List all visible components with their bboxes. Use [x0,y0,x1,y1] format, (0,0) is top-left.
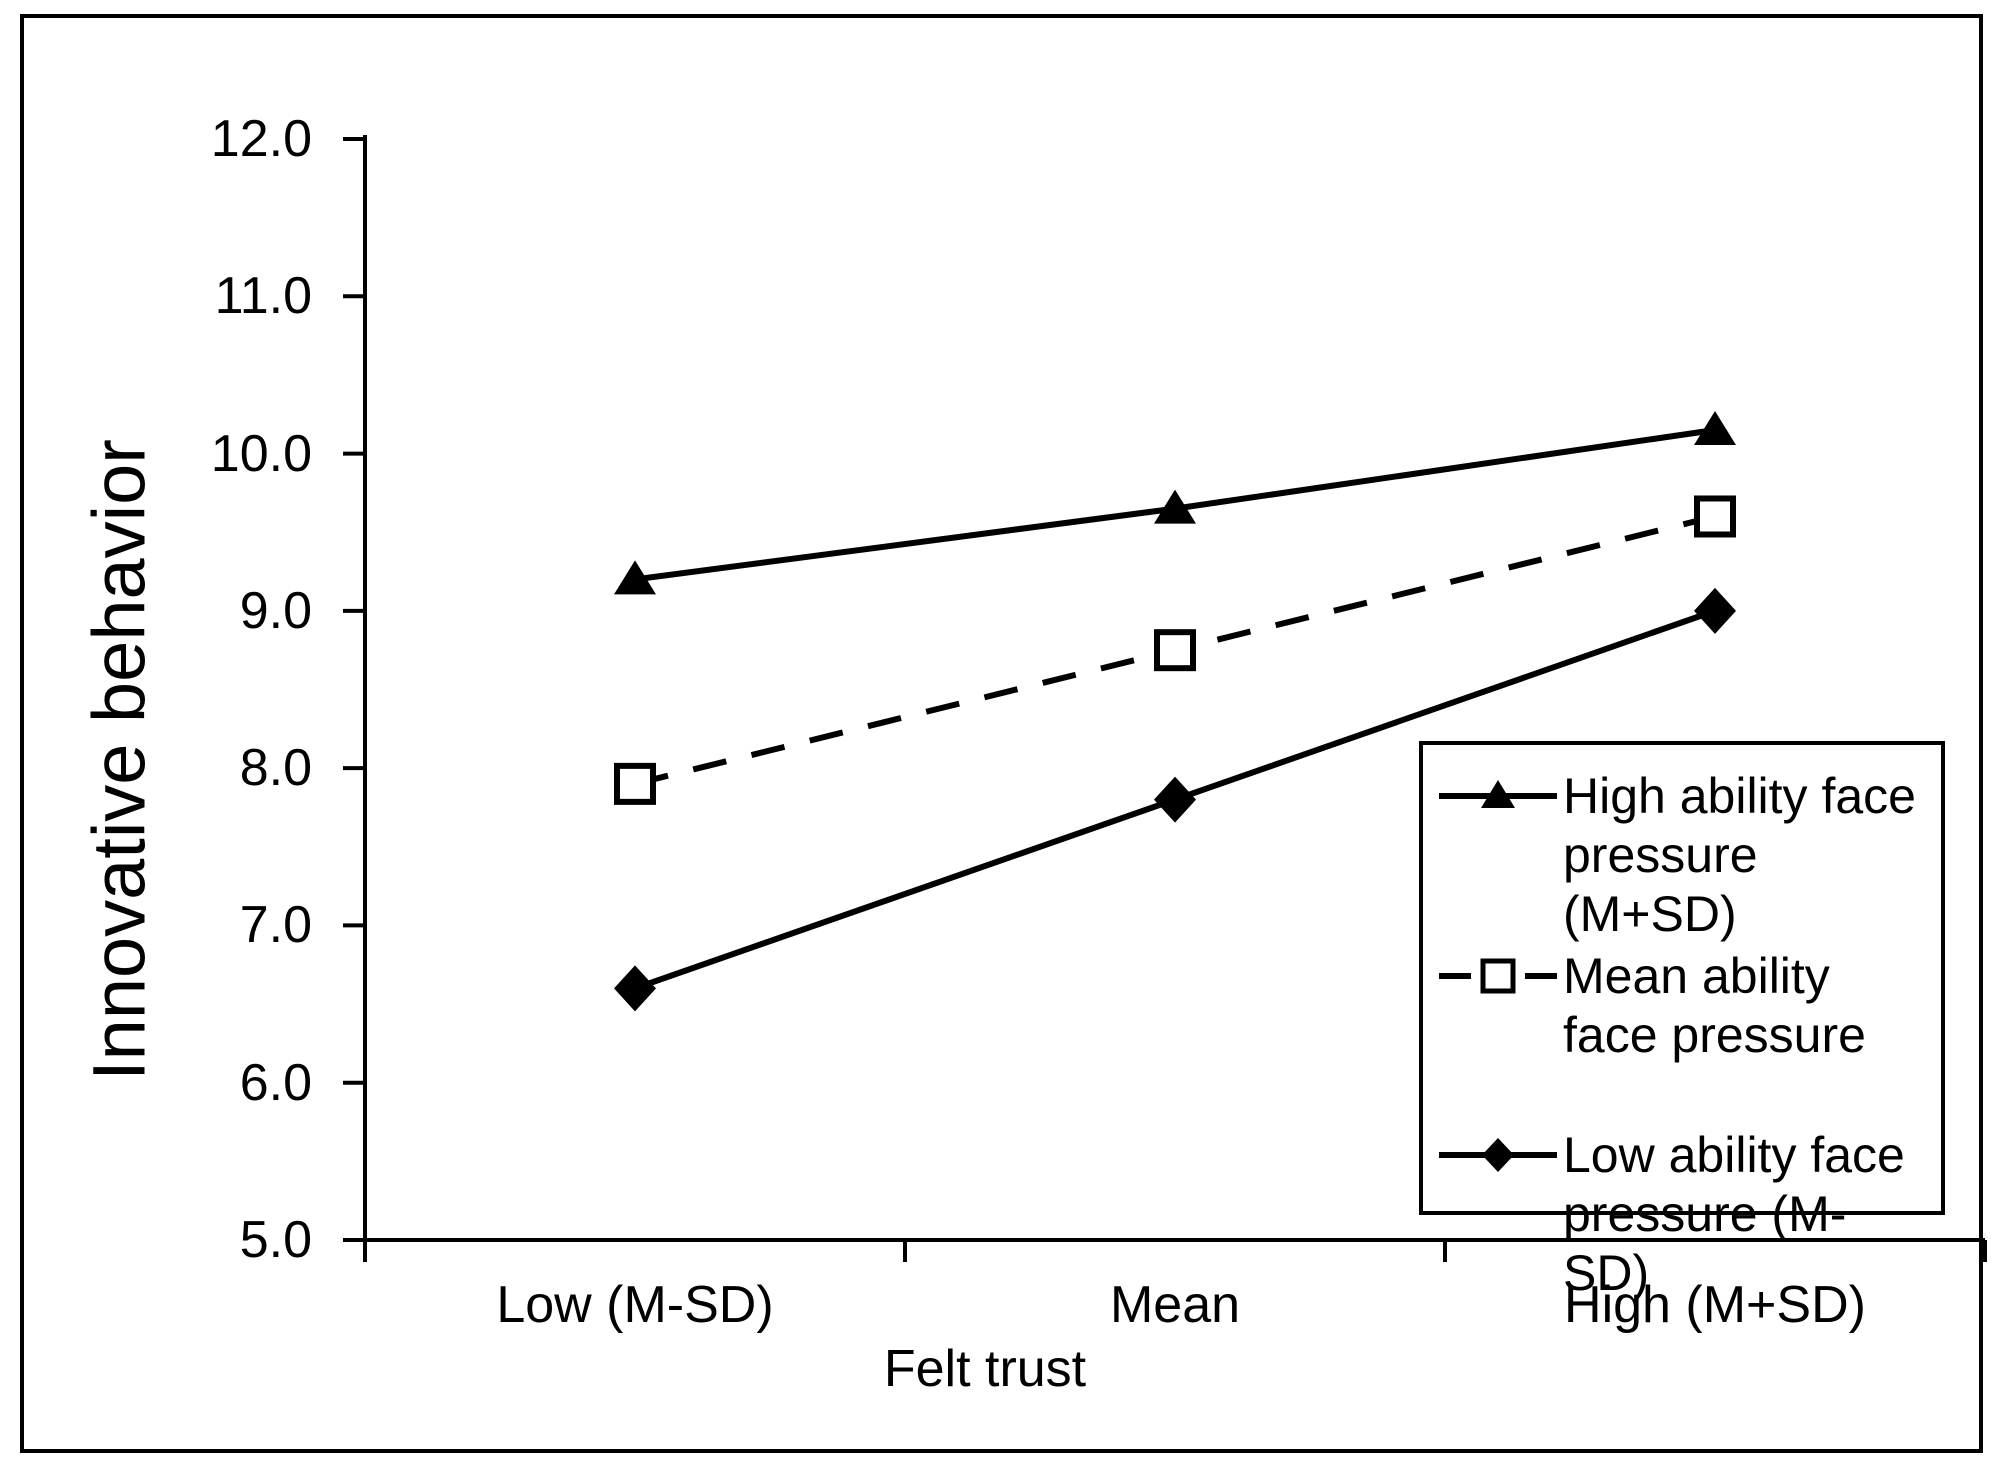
y-tick-label-9.0: 9.0 [239,581,312,640]
legend-item-high-ability: High ability face pressure (M+SD) [1433,767,1931,944]
y-axis-title: Innovative behavior [77,439,161,1081]
legend-box: High ability face pressure (M+SD) Mean a… [1419,741,1945,1301]
y-tick-label-8.0: 8.0 [239,739,312,798]
marker-triangle-s0-p1 [1154,489,1196,524]
y-tick-label-6.0: 6.0 [239,1053,312,1112]
legend-item-low-ability: Low ability face pressure (M-SD) [1433,1126,1931,1303]
x-category-label-0: Low (M-SD) [496,1276,774,1334]
figure-border [20,14,1983,1453]
legend-label-low-ability: Low ability face pressure (M-SD) [1563,1127,1905,1301]
legend-item-mean-ability: Mean ability face pressure [1433,947,1931,1065]
legend-label-mean-ability: Mean ability face pressure [1563,948,1866,1063]
x-category-label-1: Mean [1109,1276,1241,1334]
legend-sample-dashed-line-square-icon [1439,958,1557,994]
x-category-label-2: High (M+SD) [1564,1276,1866,1334]
legend-sample-solid-line-triangle-icon [1439,780,1557,808]
marker-diamond-s2-p0 [614,965,656,1012]
marker-square-s1-p1 [1154,629,1196,672]
y-tick-label-7.0: 7.0 [239,896,312,955]
x-axis-title: Felt trust [883,1340,1087,1398]
marker-square-s1-p0 [614,762,656,805]
legend-label-high-ability: High ability face pressure (M+SD) [1563,768,1916,942]
y-tick-label-12.0: 12.0 [210,110,312,168]
y-tick-label-5.0: 5.0 [239,1211,312,1269]
marker-triangle-s0-p2 [1694,410,1736,445]
marker-diamond-s2-p2 [1694,587,1736,634]
y-tick-label-11.0: 11.0 [214,267,312,326]
marker-triangle-s0-p0 [614,560,656,595]
legend-sample-solid-line-diamond-icon [1439,1138,1557,1172]
marker-diamond-s2-p1 [1154,776,1196,823]
marker-square-s1-p2 [1694,495,1736,538]
y-tick-label-10.0: 10.0 [210,424,312,483]
